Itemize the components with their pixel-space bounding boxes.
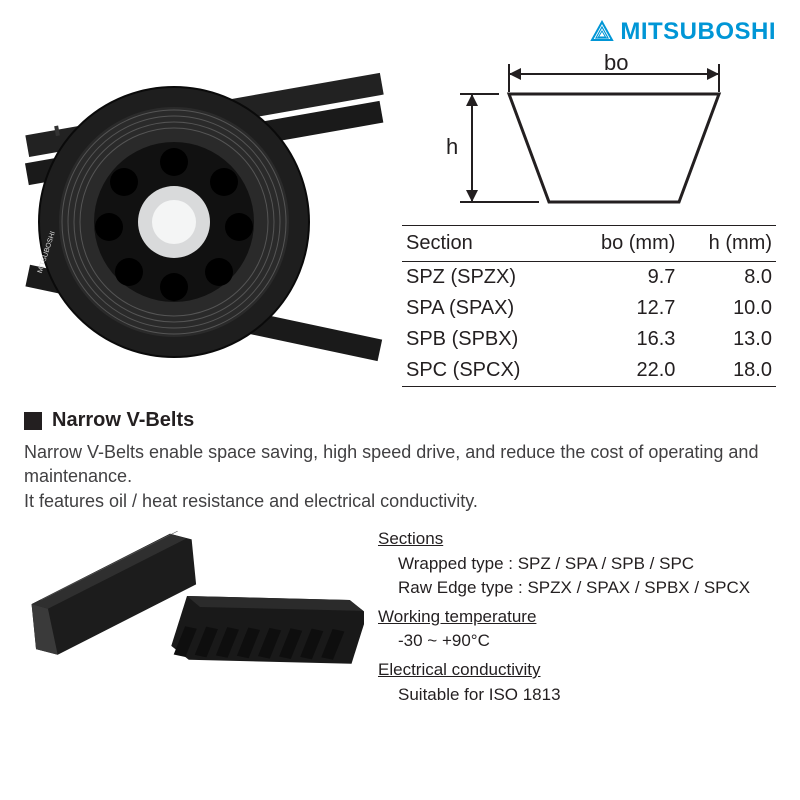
rawedge-types: Raw Edge type : SPZX / SPAX / SPBX / SPC…	[398, 576, 776, 601]
col-bo: bo (mm)	[568, 226, 680, 262]
square-bullet-icon	[24, 412, 42, 430]
table-row: SPB (SPBX) 16.3 13.0	[402, 324, 776, 355]
col-section: Section	[402, 226, 568, 262]
section-header: Narrow V-Belts	[24, 409, 776, 432]
cross-section-diagram: bo h	[402, 52, 776, 212]
table-row: SPC (SPCX) 22.0 18.0	[402, 355, 776, 387]
brand-logo-row: MITSUBOSHI	[24, 18, 776, 46]
wrapped-types: Wrapped type : SPZ / SPA / SPB / SPC	[398, 552, 776, 577]
brand-logo: MITSUBOSHI	[590, 18, 776, 46]
lower-row: Sections Wrapped type : SPZ / SPA / SPB …	[24, 527, 776, 707]
desc-line-1: Narrow V-Belts enable space saving, high…	[24, 440, 776, 489]
upper-row: MITSUBOSHI bo h Sec	[24, 52, 776, 387]
section-title: Narrow V-Belts	[52, 409, 194, 432]
pulley-icon: MITSUBOSHI	[24, 52, 384, 372]
svg-text:bo: bo	[604, 52, 628, 75]
table-header-row: Section bo (mm) h (mm)	[402, 226, 776, 262]
svg-text:h: h	[446, 134, 458, 159]
table-row: SPZ (SPZX) 9.7 8.0	[402, 262, 776, 294]
ec-label: Electrical conductivity	[378, 658, 776, 683]
col-h: h (mm)	[679, 226, 776, 262]
brand-icon	[590, 20, 614, 44]
table-row: SPA (SPAX) 12.7 10.0	[402, 293, 776, 324]
temp-value: -30 ~ +90°C	[398, 629, 776, 654]
sections-label: Sections	[378, 527, 776, 552]
brand-name: MITSUBOSHI	[620, 18, 776, 46]
description: Narrow V-Belts enable space saving, high…	[24, 440, 776, 513]
belt-samples-icon	[24, 527, 364, 697]
spec-details: Sections Wrapped type : SPZ / SPA / SPB …	[378, 527, 776, 707]
product-render: MITSUBOSHI	[24, 52, 384, 372]
upper-right: bo h Section bo (mm) h (mm) SPZ (S	[402, 52, 776, 387]
temp-label: Working temperature	[378, 605, 776, 630]
ec-value: Suitable for ISO 1813	[398, 683, 776, 708]
spec-table: Section bo (mm) h (mm) SPZ (SPZX) 9.7 8.…	[402, 225, 776, 387]
desc-line-2: It features oil / heat resistance and el…	[24, 489, 776, 513]
